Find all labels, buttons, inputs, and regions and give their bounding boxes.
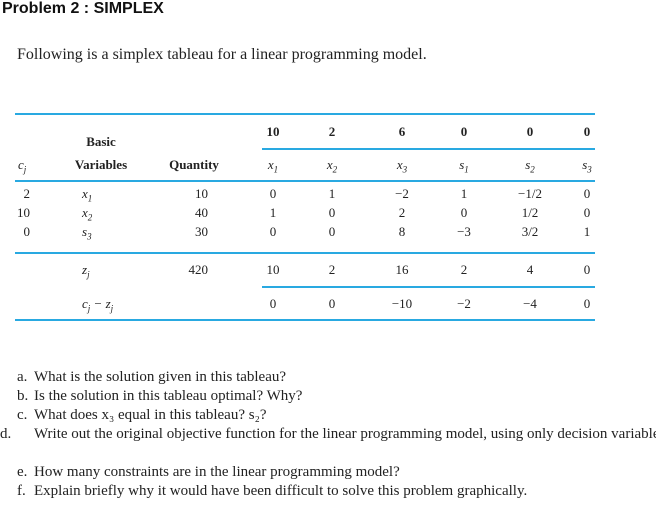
objective-coefficient: 2 (328, 124, 336, 139)
variable-header: x3 (396, 157, 408, 175)
tableau-cell: 1 (583, 224, 591, 239)
variable-header: s1 (459, 157, 469, 175)
question-text: Write out the original objective functio… (34, 426, 656, 442)
cj-zj-cell: 0 (583, 296, 591, 311)
variable-header: s2 (525, 157, 535, 175)
tableau-cell: 0 (583, 186, 591, 201)
divider (15, 319, 595, 321)
intro-text: Following is a simplex tableau for a lin… (17, 46, 427, 63)
cj-zj-cell: −2 (457, 296, 471, 311)
row-cj: 10 (17, 205, 30, 220)
basic-variable: s3 (82, 224, 92, 242)
tableau-cell: 0 (269, 186, 277, 201)
objective-coefficient: 0 (460, 124, 468, 139)
divider (15, 180, 595, 182)
zj-label: zj (82, 262, 90, 280)
tableau-cell: 1 (460, 186, 468, 201)
row-quantity: 40 (195, 205, 208, 220)
row-quantity: 10 (195, 186, 208, 201)
question-item: b. Is the solution in this tableau optima… (17, 387, 656, 406)
variable-header: x1 (267, 157, 279, 175)
cj-zj-cell: −10 (391, 296, 413, 311)
tableau-cell: 0 (583, 205, 591, 220)
tableau-cell: 0 (328, 224, 336, 239)
quantity-header: Quantity (169, 157, 219, 172)
basic-header: Basic (86, 134, 116, 149)
question-item: d. Write out the original objective funct… (0, 425, 656, 444)
zj-cell: 2 (328, 262, 336, 277)
tableau-cell: 0 (460, 205, 468, 220)
objective-coefficient: 0 (526, 124, 534, 139)
tableau-cell: 0 (269, 224, 277, 239)
cj-zj-label: cj − zj (82, 296, 114, 314)
question-text: What does x₃ equal in this tableau? s₂? (34, 407, 267, 423)
question-letter: c. (17, 407, 28, 423)
question-item: a. What is the solution given in this tab… (17, 368, 656, 387)
variables-header: Variables (74, 157, 128, 172)
tableau-cell: 8 (398, 224, 406, 239)
zj-cell: 4 (526, 262, 534, 277)
objective-coefficient: 10 (266, 124, 280, 139)
question-text: Explain briefly why it would have been d… (34, 483, 528, 499)
tableau-cell: −1/2 (518, 186, 542, 201)
problem-title: Problem 2 : SIMPLEX (2, 0, 164, 17)
divider (15, 113, 595, 115)
objective-coefficient: 0 (583, 124, 591, 139)
question-text: What is the solution given in this table… (34, 369, 287, 385)
question-letter: e. (17, 464, 28, 480)
tableau-cell: 3/2 (521, 224, 539, 239)
question-letter: b. (17, 388, 29, 404)
question-letter: f. (17, 483, 26, 499)
row-cj: 2 (23, 186, 31, 201)
objective-coefficient: 6 (398, 124, 406, 139)
zj-cell: 2 (460, 262, 468, 277)
divider (262, 148, 595, 150)
row-cj: 0 (23, 224, 31, 239)
tableau-cell: 0 (328, 205, 336, 220)
divider (262, 286, 595, 288)
basic-variable: x1 (82, 186, 93, 204)
variable-header: s3 (582, 157, 592, 175)
zj-quantity: 420 (188, 262, 209, 277)
tableau-cell: −3 (457, 224, 471, 239)
tableau-cell: 1 (269, 205, 277, 220)
question-text: How many constraints are in the linear p… (34, 464, 400, 480)
zj-cell: 10 (266, 262, 280, 277)
tableau-cell: 2 (398, 205, 406, 220)
zj-cell: 16 (395, 262, 409, 277)
variable-header: x2 (326, 157, 338, 175)
cj-zj-cell: 0 (328, 296, 336, 311)
question-letter: d. (0, 426, 12, 442)
tableau-cell: 1 (328, 186, 336, 201)
question-letter: a. (17, 369, 28, 385)
question-item: f. Explain briefly why it would have been… (17, 482, 656, 501)
question-item: e. How many constraints are in the linear… (17, 463, 656, 482)
cj-header: cj (18, 157, 27, 175)
basic-variable: x2 (82, 205, 93, 223)
zj-cell: 0 (583, 262, 591, 277)
tableau-cell: −2 (395, 186, 409, 201)
question-item: c. What does x₃ equal in this tableau? s₂… (17, 406, 656, 425)
cj-zj-cell: 0 (269, 296, 277, 311)
question-text: Is the solution in this tableau optimal?… (34, 388, 303, 404)
row-quantity: 30 (195, 224, 208, 239)
cj-zj-cell: −4 (523, 296, 537, 311)
tableau-cell: 1/2 (521, 205, 539, 220)
divider (15, 252, 595, 254)
